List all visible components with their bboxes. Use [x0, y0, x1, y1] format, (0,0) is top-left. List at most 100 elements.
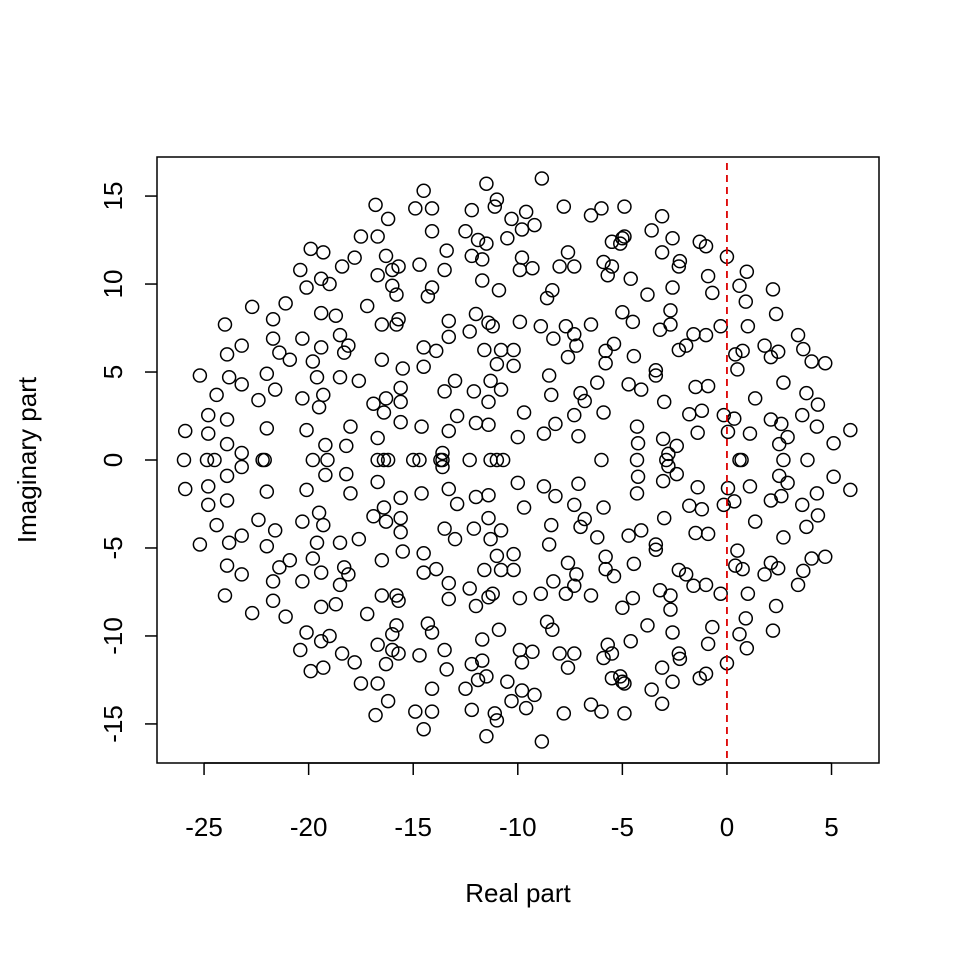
point — [416, 721, 431, 737]
point — [351, 373, 367, 389]
point — [424, 224, 440, 239]
point — [477, 562, 492, 578]
point — [799, 385, 814, 401]
point — [393, 490, 408, 506]
point — [424, 201, 440, 216]
point — [617, 199, 632, 214]
point — [569, 338, 584, 353]
point — [512, 262, 528, 278]
point — [464, 202, 480, 218]
point — [843, 482, 858, 498]
point — [328, 308, 344, 323]
point — [659, 452, 674, 468]
point — [295, 514, 310, 529]
point — [804, 551, 819, 566]
point — [359, 298, 375, 314]
point — [738, 294, 754, 309]
point — [713, 319, 728, 334]
point — [385, 626, 400, 642]
point — [541, 368, 557, 383]
point — [694, 403, 710, 418]
point — [500, 231, 515, 246]
point — [265, 574, 281, 589]
y-tick-label: -10 — [98, 617, 128, 655]
point — [665, 280, 680, 295]
point — [334, 646, 350, 661]
point — [556, 199, 572, 214]
point — [493, 382, 509, 397]
point — [790, 577, 806, 593]
point — [299, 625, 314, 640]
point — [604, 646, 620, 661]
point — [481, 394, 496, 410]
point — [336, 345, 352, 360]
point — [341, 338, 356, 353]
point — [545, 282, 560, 298]
point — [654, 696, 670, 711]
point — [485, 586, 500, 601]
point — [514, 683, 530, 698]
point — [546, 574, 561, 589]
point — [617, 706, 632, 721]
point — [305, 354, 321, 369]
point — [257, 452, 272, 468]
point — [278, 609, 293, 624]
point — [629, 486, 645, 501]
point — [347, 250, 362, 265]
point — [817, 355, 833, 371]
point — [299, 280, 314, 295]
point — [313, 305, 329, 321]
point — [309, 535, 325, 550]
point — [416, 565, 431, 580]
point — [669, 438, 684, 454]
point — [336, 560, 352, 575]
point — [583, 697, 599, 712]
point — [615, 304, 630, 320]
point — [479, 236, 494, 251]
point — [810, 508, 826, 523]
point — [598, 343, 613, 359]
point — [663, 602, 678, 617]
point — [548, 416, 563, 432]
point — [716, 407, 732, 423]
point — [483, 531, 498, 547]
point — [780, 429, 795, 445]
point — [604, 670, 620, 686]
point — [794, 407, 810, 423]
point — [796, 341, 811, 357]
point — [395, 361, 411, 376]
point — [694, 502, 710, 517]
point — [481, 417, 496, 433]
x-tick-label: 0 — [720, 812, 734, 842]
point — [481, 487, 496, 503]
point — [395, 544, 411, 559]
point — [621, 377, 636, 392]
point — [370, 430, 385, 446]
point — [730, 543, 745, 558]
point — [500, 674, 515, 689]
point — [328, 597, 344, 612]
point — [688, 379, 703, 395]
point — [728, 558, 743, 573]
point — [606, 568, 622, 584]
point — [221, 535, 237, 550]
point — [219, 468, 235, 484]
point — [309, 370, 325, 385]
point — [447, 373, 463, 389]
point — [234, 528, 249, 543]
point — [506, 358, 521, 374]
point — [583, 208, 599, 223]
point — [462, 581, 477, 596]
point — [343, 419, 358, 434]
point — [474, 252, 490, 267]
point — [489, 713, 505, 728]
point — [491, 282, 507, 298]
point — [489, 356, 505, 372]
point — [763, 349, 779, 365]
point — [209, 387, 224, 403]
point — [479, 176, 494, 191]
point — [623, 633, 638, 649]
point — [596, 650, 611, 666]
point — [272, 560, 287, 575]
point — [732, 278, 747, 294]
